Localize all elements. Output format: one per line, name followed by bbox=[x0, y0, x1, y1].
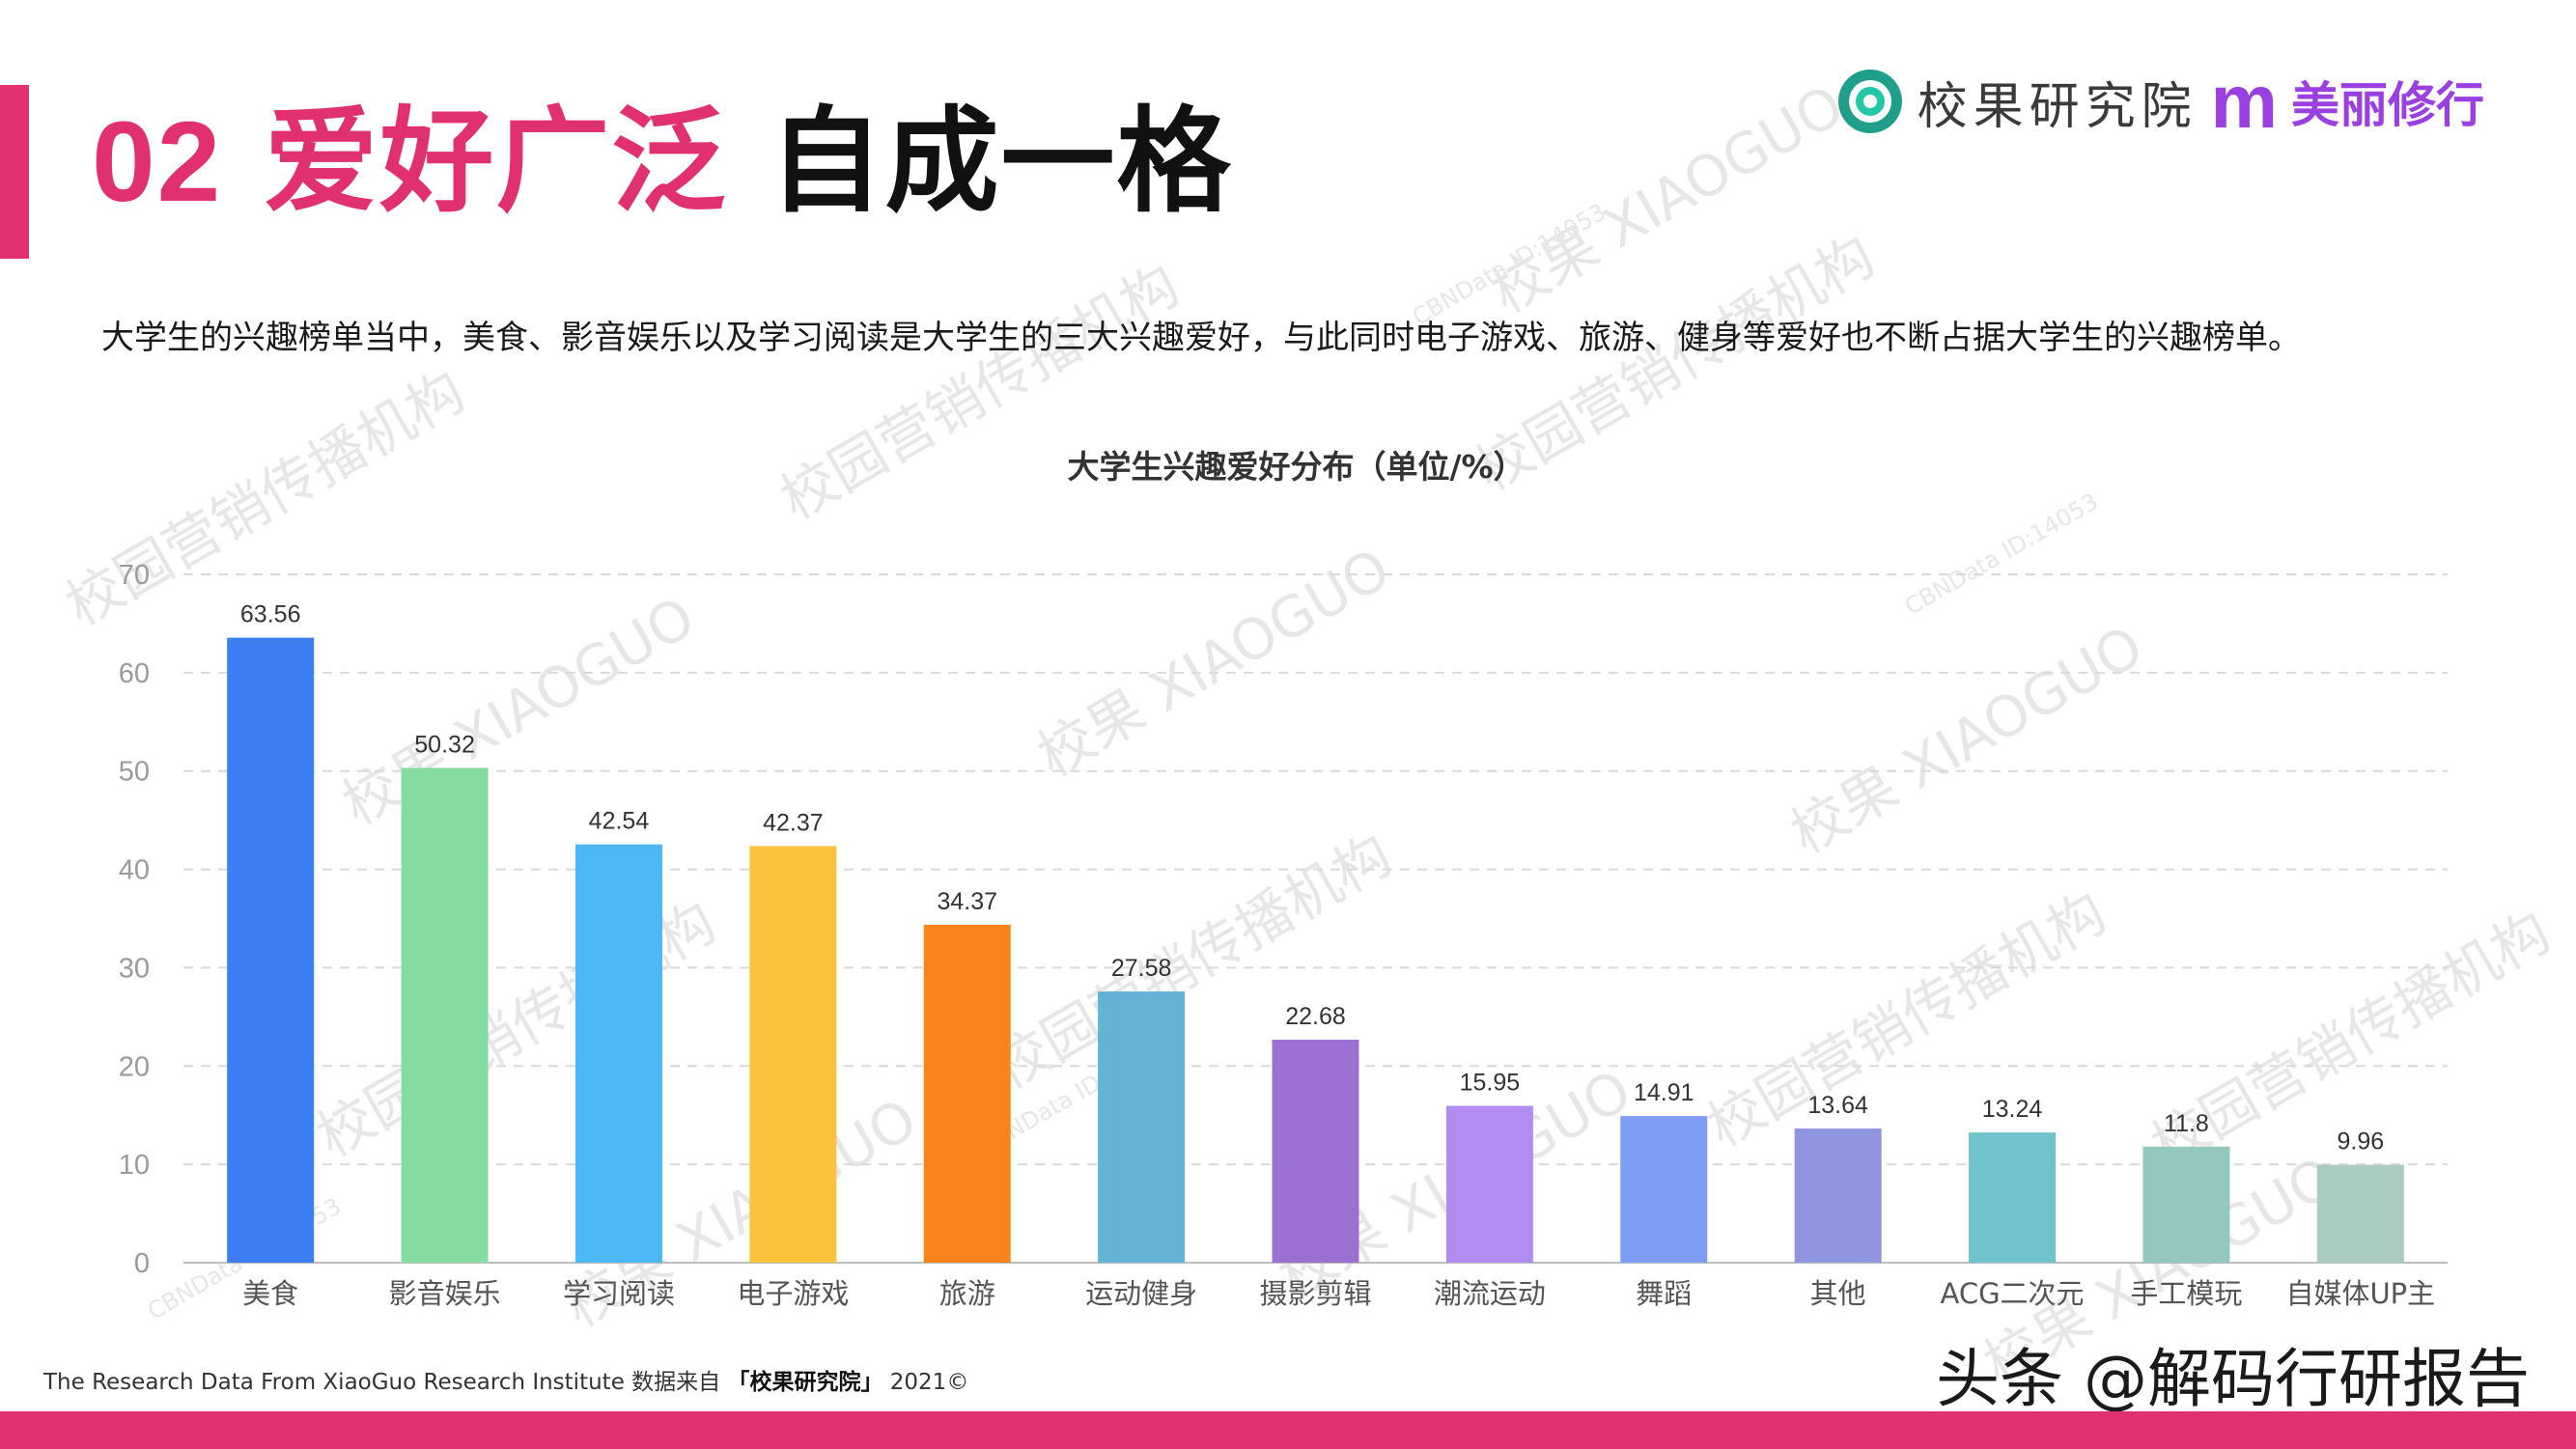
x-category-label: 其他 bbox=[1810, 1277, 1866, 1310]
bar-chart: 大学生兴趣爱好分布（单位/%） 0 10 20 30 40 50 60 70 63.56 美食 50.… bbox=[119, 448, 2448, 1310]
bar-value-label: 13.64 bbox=[1807, 1092, 1868, 1119]
x-category-label: 舞蹈 bbox=[1636, 1277, 1692, 1310]
brand-header: 校果研究院 m 美丽修行 bbox=[1836, 64, 2484, 139]
bar bbox=[1969, 1132, 2057, 1263]
bar-value-label: 34.37 bbox=[937, 888, 997, 915]
source-name: 「校果研究院」 bbox=[727, 1370, 883, 1395]
page-subtitle: 大学生的兴趣榜单当中，美食、影音娱乐以及学习阅读是大学生的三大兴趣爱好，与此同时… bbox=[101, 319, 2301, 357]
bar bbox=[1620, 1116, 1708, 1263]
y-tick-label: 70 bbox=[119, 560, 150, 591]
source-note: The Research Data From XiaoGuo Research … bbox=[43, 1363, 968, 1396]
y-tick-label: 20 bbox=[119, 1051, 150, 1082]
y-tick-label: 10 bbox=[119, 1150, 150, 1181]
source-year: 2021© bbox=[889, 1370, 969, 1395]
bar bbox=[574, 844, 662, 1263]
partner-name: 美丽修行 bbox=[2291, 77, 2484, 133]
x-category-label: 自媒体UP主 bbox=[2285, 1277, 2435, 1310]
brand-name: 校果研究院 bbox=[1917, 77, 2198, 136]
bottom-bar bbox=[0, 1411, 2576, 1449]
y-tick-label: 40 bbox=[119, 855, 150, 886]
bar bbox=[1794, 1129, 1882, 1263]
bar-value-label: 22.68 bbox=[1285, 1003, 1346, 1030]
bar-value-label: 11.8 bbox=[2164, 1110, 2209, 1137]
bar-value-label: 9.96 bbox=[2337, 1129, 2384, 1156]
y-tick-label: 60 bbox=[119, 658, 150, 689]
y-tick-label: 50 bbox=[119, 757, 150, 788]
accent-bar bbox=[0, 85, 29, 259]
x-category-label: 旅游 bbox=[939, 1277, 995, 1310]
y-tick-label: 0 bbox=[134, 1248, 150, 1279]
bar-value-label: 27.58 bbox=[1111, 955, 1172, 982]
x-category-label: 运动健身 bbox=[1085, 1277, 1197, 1310]
bar bbox=[227, 637, 315, 1263]
bar bbox=[2316, 1164, 2404, 1263]
author-credit: 头条 @解码行研报告 bbox=[1936, 1342, 2530, 1416]
bar-value-label: 42.54 bbox=[589, 808, 650, 835]
bar bbox=[401, 767, 489, 1263]
x-category-label: 电子游戏 bbox=[737, 1277, 849, 1310]
y-tick-label: 30 bbox=[119, 953, 150, 984]
watermark: 校果 XIAOGUO bbox=[1479, 71, 1855, 326]
partner-logo-icon: m bbox=[2210, 59, 2278, 144]
bar-value-label: 63.56 bbox=[240, 601, 301, 628]
page-title: 02 爱好广泛 自成一格 bbox=[92, 104, 1232, 219]
bar bbox=[1445, 1105, 1533, 1263]
x-category-label: ACG二次元 bbox=[1941, 1277, 2085, 1310]
title-highlight: 爱好广泛 bbox=[264, 95, 728, 228]
bar-value-label: 50.32 bbox=[414, 731, 475, 758]
chart-title: 大学生兴趣爱好分布（单位/%） bbox=[1067, 448, 1525, 486]
bar bbox=[923, 924, 1011, 1263]
bar bbox=[1098, 991, 1186, 1263]
x-category-label: 潮流运动 bbox=[1434, 1277, 1546, 1310]
bar bbox=[1272, 1039, 1359, 1263]
bar-value-label: 14.91 bbox=[1634, 1079, 1694, 1106]
x-category-label: 学习阅读 bbox=[563, 1277, 675, 1310]
source-text: The Research Data From XiaoGuo Research … bbox=[43, 1370, 721, 1395]
title-main: 自成一格 bbox=[769, 95, 1233, 228]
bar bbox=[749, 846, 837, 1263]
x-category-label: 美食 bbox=[242, 1277, 298, 1310]
bar bbox=[2142, 1146, 2230, 1263]
x-category-label: 摄影剪辑 bbox=[1259, 1277, 1371, 1310]
section-number: 02 bbox=[92, 98, 223, 226]
bar-value-label: 15.95 bbox=[1460, 1070, 1521, 1097]
bar-value-label: 42.37 bbox=[763, 809, 824, 836]
brand-logo-icon bbox=[1837, 70, 1902, 133]
x-category-label: 影音娱乐 bbox=[389, 1277, 501, 1310]
bar-value-label: 13.24 bbox=[1982, 1096, 2043, 1123]
x-category-label: 手工模玩 bbox=[2130, 1277, 2242, 1310]
